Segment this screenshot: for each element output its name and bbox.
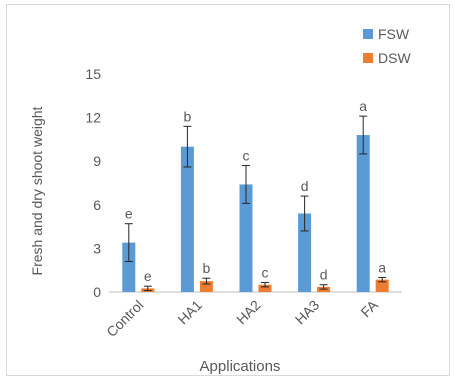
bar-fsw-fa	[356, 135, 370, 292]
y-tick-label: 3	[93, 240, 101, 256]
x-tick-label: FA	[357, 296, 381, 320]
plot-area: 0 3 6 9 12 15 e e Control b b HA1 c c HA2 d d HA3 a a FA	[85, 66, 402, 340]
bar-dsw-ha2	[258, 284, 272, 292]
significance-letter: a	[359, 98, 367, 114]
x-tick-label: Control	[103, 297, 146, 340]
y-tick-label: 0	[93, 284, 101, 300]
significance-letter: d	[320, 267, 328, 283]
legend-label-fsw: FSW	[378, 26, 410, 42]
y-tick-label: 12	[85, 110, 101, 126]
significance-letter: b	[184, 108, 192, 124]
y-tick-label: 6	[93, 197, 101, 213]
x-tick-label: HA2	[233, 297, 264, 328]
x-tick-label: HA3	[292, 297, 323, 328]
legend-label-dsw: DSW	[378, 50, 411, 66]
significance-letter: c	[243, 148, 250, 164]
significance-letter: b	[203, 260, 211, 276]
significance-letter: c	[262, 265, 269, 281]
significance-letter: d	[301, 178, 309, 194]
legend-swatch-dsw	[363, 53, 373, 63]
x-tick-label: HA1	[174, 297, 205, 328]
y-tick-label: 9	[93, 153, 101, 169]
significance-letter: e	[144, 268, 152, 284]
legend: FSW DSW	[363, 26, 411, 66]
x-axis-title: Applications	[200, 358, 281, 375]
significance-letter: e	[125, 206, 133, 222]
bar-dsw-fa	[375, 279, 389, 292]
bar-fsw-control	[122, 242, 136, 292]
bar-fsw-ha2	[239, 184, 253, 292]
significance-letter: a	[378, 259, 386, 275]
chart-frame	[6, 4, 450, 376]
bar-fsw-ha3	[298, 213, 312, 292]
bar-dsw-ha1	[199, 281, 213, 292]
legend-swatch-fsw	[363, 29, 373, 39]
bar-fsw-ha1	[180, 146, 194, 292]
y-axis-title: Fresh and dry shoot weight	[29, 106, 45, 275]
y-tick-label: 15	[85, 66, 101, 82]
